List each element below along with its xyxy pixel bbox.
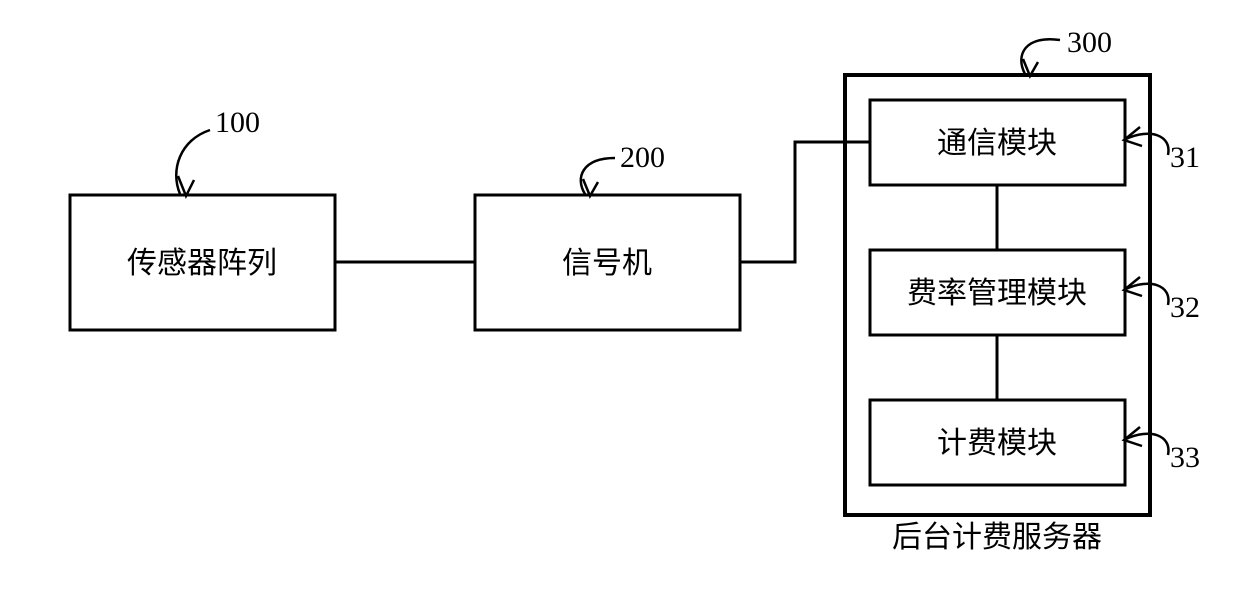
server-container-label: 后台计费服务器	[892, 521, 1102, 554]
node-billing-module: 计费模块	[870, 400, 1125, 485]
ref-rate-module: 32	[1124, 277, 1200, 324]
signal-device-label: 信号机	[562, 247, 652, 280]
ref-comm-module-label: 31	[1170, 141, 1200, 174]
node-comm-module: 通信模块	[870, 100, 1125, 185]
comm-module-label: 通信模块	[937, 127, 1057, 160]
billing-module-label: 计费模块	[937, 427, 1057, 460]
rate-module-label: 费率管理模块	[907, 277, 1087, 310]
ref-sensor-array: 100	[176, 106, 260, 196]
ref-rate-module-label: 32	[1170, 291, 1200, 324]
ref-billing-module: 33	[1124, 427, 1200, 474]
system-diagram: 传感器阵列 信号机 后台计费服务器 通信模块 费率管理模块 计费模块 100	[0, 0, 1240, 615]
node-rate-module: 费率管理模块	[870, 250, 1125, 335]
node-sensor-array: 传感器阵列	[70, 195, 335, 330]
ref-sensor-array-label: 100	[215, 106, 260, 139]
node-signal-device: 信号机	[475, 195, 740, 330]
ref-signal-device: 200	[581, 141, 665, 196]
ref-signal-device-label: 200	[620, 141, 665, 174]
ref-comm-module: 31	[1124, 127, 1200, 174]
edge-signal-to-comm	[740, 142, 870, 262]
sensor-array-label: 传感器阵列	[127, 247, 277, 280]
ref-server-container-label: 300	[1067, 26, 1112, 59]
ref-server-container: 300	[1021, 26, 1112, 76]
ref-billing-module-label: 33	[1170, 441, 1200, 474]
